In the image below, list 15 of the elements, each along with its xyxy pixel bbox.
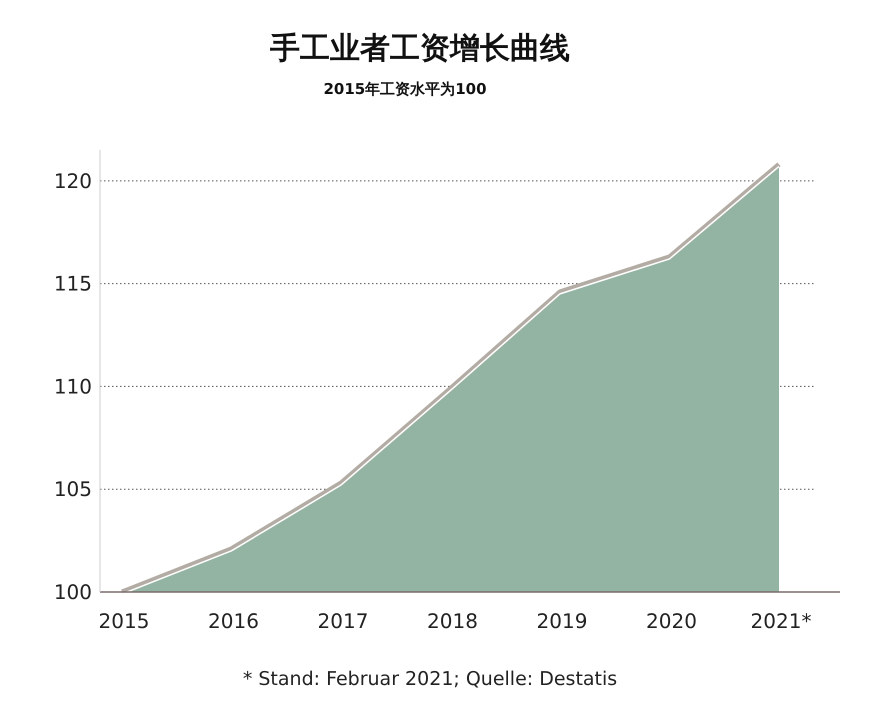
- x-tick-label: 2015: [98, 609, 150, 633]
- x-tick-label: 2017: [318, 609, 368, 633]
- y-tick-label: 110: [54, 374, 92, 398]
- y-tick-label: 120: [54, 168, 92, 193]
- x-tick-label: 2019: [536, 609, 588, 633]
- x-tick-label: 2018: [427, 609, 478, 633]
- text: * Stand: Februar 2021; Quelle: Destatis: [242, 668, 618, 690]
- chart-title: 手工业者工资增长曲线: [269, 31, 570, 66]
- x-tick-label: 2016: [208, 609, 259, 633]
- y-tick-label: 105: [54, 477, 92, 502]
- y-tick-label: 115: [54, 272, 92, 296]
- x-tick-label: 2020: [646, 609, 697, 633]
- x-tick-label: 2021*: [750, 609, 812, 633]
- y-tick-label: 100: [54, 580, 92, 604]
- chart-subtitle: 2015年工资水平为100: [323, 80, 487, 98]
